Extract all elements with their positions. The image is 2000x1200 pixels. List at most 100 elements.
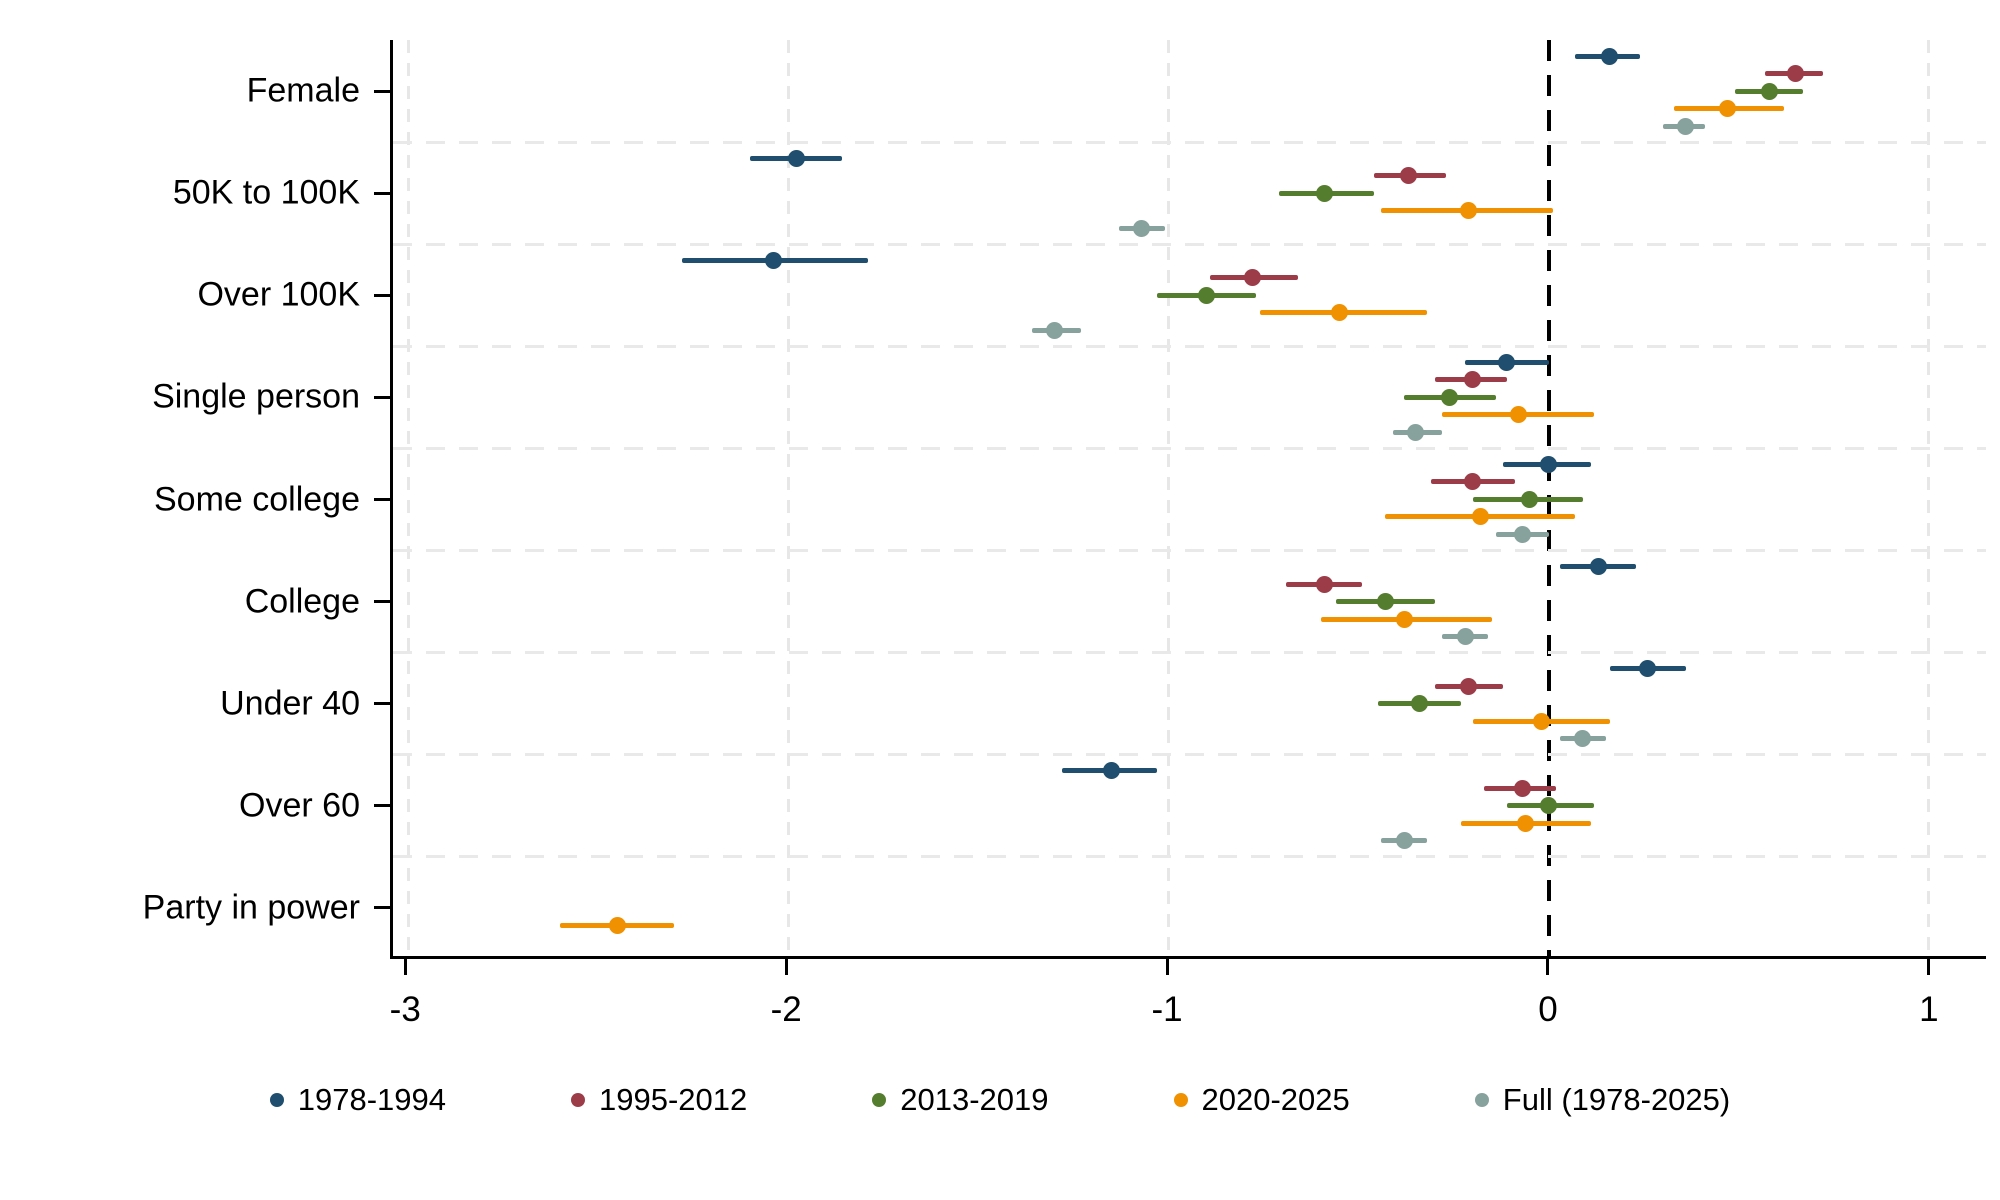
category-label-single-person: Single person — [152, 377, 360, 416]
category-label-some-college: Some college — [153, 480, 360, 518]
x-tick-label--3: -3 — [389, 990, 421, 1029]
point-marker-1995-2012-female — [1787, 65, 1805, 83]
point-marker-full-1978-2025-over-100k — [1046, 321, 1064, 339]
x-tick-label-1: 1 — [1919, 990, 1939, 1029]
y-tick-under-40 — [374, 702, 390, 706]
x-tick--1 — [1165, 959, 1169, 975]
point-marker-2013-2019-female — [1760, 82, 1778, 100]
y-axis-labels: Female 50K to 100K Over 100K Single person S… — [0, 40, 374, 959]
row-separator — [393, 855, 1986, 859]
category-label-female: Female — [246, 71, 360, 110]
category-row-under-40 — [393, 653, 1986, 755]
point-marker-2020-2025-over-60 — [1517, 814, 1535, 832]
category-row-single-person — [393, 346, 1986, 448]
point-marker-2013-2019-some-college — [1521, 490, 1539, 508]
legend-item-1978-1994: 1978-1994 — [269, 1082, 447, 1118]
legend-item-full-1978-2025: Full (1978-2025) — [1474, 1082, 1730, 1118]
point-marker-full-1978-2025-50k-to-100k — [1133, 219, 1151, 237]
point-marker-1995-2012-some-college — [1464, 473, 1482, 491]
gridline-x--3 — [406, 40, 410, 956]
row-separator — [393, 651, 1986, 655]
legend-marker-1995-2012 — [571, 1093, 586, 1107]
point-marker-1995-2012-50k-to-100k — [1399, 167, 1417, 185]
y-tick-over-60 — [374, 804, 390, 808]
point-marker-1978-1994-college — [1589, 558, 1607, 576]
legend-item-1995-2012: 1995-2012 — [571, 1082, 747, 1118]
point-marker-full-1978-2025-under-40 — [1574, 730, 1592, 748]
row-separator — [393, 549, 1986, 553]
y-tick-over-100k — [374, 293, 390, 297]
point-marker-1978-1994-over-100k — [764, 251, 782, 269]
point-marker-1978-1994-50k-to-100k — [787, 149, 805, 167]
point-marker-full-1978-2025-college — [1456, 628, 1474, 646]
category-label-college: College — [244, 582, 360, 621]
point-marker-1995-2012-single-person — [1464, 371, 1482, 389]
point-marker-1978-1994-some-college — [1540, 455, 1558, 473]
row-separator — [393, 140, 1986, 144]
point-marker-2020-2025-single-person — [1509, 406, 1527, 424]
legend-label-2020-2025: 2020-2025 — [1201, 1082, 1350, 1117]
point-marker-full-1978-2025-over-60 — [1395, 832, 1413, 850]
category-label-under-40: Under 40 — [220, 684, 360, 723]
category-label-over-60: Over 60 — [239, 786, 360, 825]
row-separator — [393, 753, 1986, 757]
point-marker-full-1978-2025-female — [1677, 117, 1695, 135]
x-tick-label--2: -2 — [770, 990, 802, 1029]
point-marker-2020-2025-50k-to-100k — [1460, 202, 1478, 220]
legend-item-2013-2019: 2013-2019 — [872, 1082, 1049, 1118]
point-marker-full-1978-2025-single-person — [1407, 423, 1425, 441]
point-marker-2013-2019-college — [1376, 593, 1394, 611]
point-marker-1995-2012-over-60 — [1513, 779, 1531, 797]
point-marker-2013-2019-50k-to-100k — [1315, 184, 1333, 202]
category-label-over-100k: Over 100K — [197, 275, 360, 314]
point-marker-2013-2019-over-100k — [1198, 286, 1216, 304]
point-marker-2020-2025-college — [1395, 610, 1413, 628]
point-marker-1995-2012-under-40 — [1460, 677, 1478, 695]
gridline-x--1 — [1167, 40, 1171, 956]
legend-label-1978-1994: 1978-1994 — [297, 1082, 447, 1117]
point-marker-2013-2019-under-40 — [1411, 695, 1428, 713]
legend-marker-1978-1994 — [269, 1093, 284, 1107]
legend-label-2013-2019: 2013-2019 — [900, 1082, 1049, 1117]
legend-label-1995-2012: 1995-2012 — [599, 1082, 748, 1117]
point-marker-1978-1994-under-40 — [1639, 660, 1657, 678]
point-marker-1978-1994-single-person — [1498, 353, 1516, 371]
point-marker-2020-2025-over-100k — [1331, 304, 1349, 322]
gridline-x-1 — [1927, 40, 1931, 956]
x-tick--3 — [403, 959, 407, 975]
plot-area — [390, 40, 1986, 959]
point-marker-2013-2019-single-person — [1441, 388, 1459, 406]
row-separator — [393, 242, 1986, 246]
x-tick-0 — [1546, 959, 1550, 975]
point-marker-full-1978-2025-some-college — [1513, 525, 1531, 543]
category-label-50k-to-100k: 50K to 100K — [172, 173, 360, 212]
y-tick-female — [374, 89, 390, 93]
point-marker-2020-2025-some-college — [1471, 508, 1489, 526]
legend-marker-2020-2025 — [1173, 1093, 1188, 1107]
legend: 1978-1994 1995-2012 2013-2019 2020-2025 Full… — [0, 1082, 2000, 1118]
legend-marker-2013-2019 — [872, 1093, 887, 1107]
point-marker-1978-1994-over-60 — [1103, 762, 1121, 780]
point-marker-1995-2012-college — [1315, 575, 1333, 593]
y-tick-college — [374, 600, 390, 604]
category-row-some-college — [393, 448, 1986, 550]
category-row-over-100k — [393, 244, 1986, 346]
category-row-50k-to-100k — [393, 142, 1986, 244]
point-marker-2020-2025-female — [1718, 100, 1736, 118]
row-separator — [393, 344, 1986, 348]
legend-marker-full-1978-2025 — [1474, 1093, 1489, 1107]
row-separator — [393, 446, 1986, 450]
x-tick-label-0: 0 — [1538, 990, 1558, 1029]
y-tick-party-in-power — [374, 906, 390, 910]
gridline-x--2 — [786, 40, 790, 956]
category-row-party-in-power — [393, 857, 1986, 959]
point-marker-2020-2025-party-in-power — [608, 916, 626, 934]
point-marker-2020-2025-under-40 — [1532, 712, 1550, 730]
point-marker-1978-1994-female — [1601, 47, 1619, 65]
x-tick-label--1: -1 — [1151, 990, 1183, 1029]
category-row-college — [393, 551, 1986, 653]
point-marker-2013-2019-over-60 — [1540, 797, 1558, 815]
point-marker-1995-2012-over-100k — [1243, 269, 1261, 287]
category-row-female — [393, 40, 1986, 142]
